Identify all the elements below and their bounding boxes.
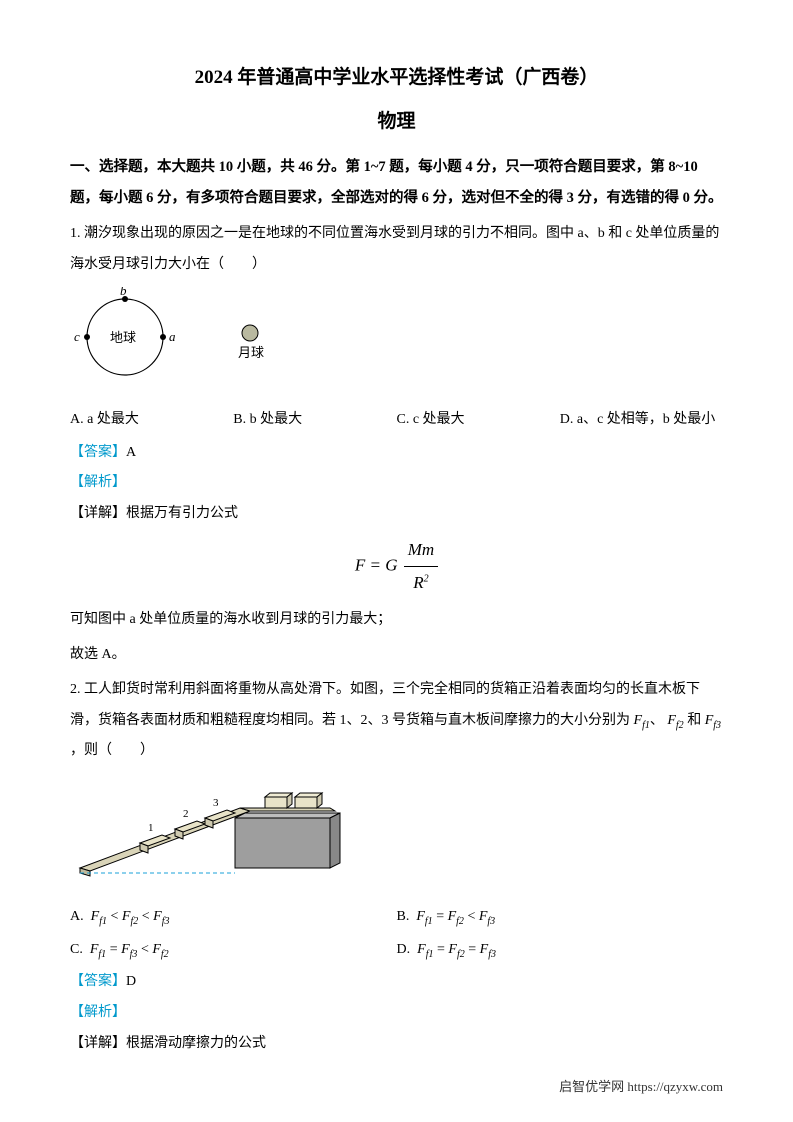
moon-label: 月球 xyxy=(238,345,264,360)
svg-text:2: 2 xyxy=(183,808,189,820)
page-footer: 启智优学网 https://qzyxw.com xyxy=(559,1075,723,1100)
base-block xyxy=(235,818,330,868)
point-c xyxy=(84,334,90,340)
q2-options-row2: C. Ff1 = Ff3 < Ff2 D. Ff1 = Ff2 = Ff3 xyxy=(70,937,723,964)
q1-answer-label: 【答案】 xyxy=(70,445,126,460)
q2-f3: Ff3 xyxy=(705,713,721,728)
q1-option-a: A. a 处最大 xyxy=(70,407,233,434)
q2-option-c: C. Ff1 = Ff3 < Ff2 xyxy=(70,937,397,964)
q2-options-row1: A. Ff1 < Ff2 < Ff3 B. Ff1 = Ff2 < Ff3 xyxy=(70,904,723,931)
earth-label: 地球 xyxy=(110,330,136,345)
q1-answer-row: 【答案】A xyxy=(70,440,723,467)
point-a xyxy=(160,334,166,340)
q2-option-a: A. Ff1 < Ff2 < Ff3 xyxy=(70,904,397,931)
q1-options: A. a 处最大 B. b 处最大 C. c 处最大 D. a、c 处相等，b … xyxy=(70,407,723,434)
box-3: 3 xyxy=(205,797,235,828)
exam-title-sub: 物理 xyxy=(70,104,723,140)
q1-analysis-label: 【解析】 xyxy=(70,470,723,497)
q2-answer-row: 【答案】D xyxy=(70,969,723,996)
svg-text:1: 1 xyxy=(148,822,154,834)
q1-option-d: D. a、c 处相等，b 处最小 xyxy=(560,407,723,434)
q1-option-b: B. b 处最大 xyxy=(233,407,396,434)
q2-f2: Ff2 xyxy=(667,713,683,728)
q2-option-b: B. Ff1 = Ff2 < Ff3 xyxy=(397,904,724,931)
q1-detail-label: 【详解】 xyxy=(70,506,126,521)
label-b: b xyxy=(120,287,127,298)
q2-text: 2. 工人卸货时常利用斜面将重物从高处滑下。如图，三个完全相同的货箱正沿着表面均… xyxy=(70,675,723,767)
q1-answer: A xyxy=(126,445,136,460)
top-box-2 xyxy=(295,793,322,808)
q2-diagram-svg: 1 2 3 xyxy=(70,773,350,883)
q1-option-c: C. c 处最大 xyxy=(397,407,560,434)
base-side xyxy=(330,813,340,868)
q1-conclusion2: 故选 A。 xyxy=(70,640,723,671)
q2-option-d: D. Ff1 = Ff2 = Ff3 xyxy=(397,937,724,964)
q2-text-part2: ，则（ ） xyxy=(70,743,154,758)
q1-formula: F = G Mm R2 xyxy=(70,534,723,600)
box-2: 2 xyxy=(175,808,205,839)
q2-f1: Ff1 xyxy=(634,713,650,728)
section-instructions: 一、选择题，本大题共 10 小题，共 46 分。第 1~7 题，每小题 4 分，… xyxy=(70,152,723,213)
q1-conclusion1: 可知图中 a 处单位质量的海水收到月球的引力最大； xyxy=(70,605,723,636)
box-1: 1 xyxy=(140,822,170,853)
q2-detail-row: 【详解】根据滑动摩擦力的公式 xyxy=(70,1031,723,1058)
svg-text:3: 3 xyxy=(213,797,219,809)
q1-detail-row: 【详解】根据万有引力公式 xyxy=(70,501,723,528)
label-a: a xyxy=(169,329,176,344)
top-box-1 xyxy=(265,793,292,808)
q2-analysis-label: 【解析】 xyxy=(70,1000,723,1027)
q2-answer-label: 【答案】 xyxy=(70,974,126,989)
base-top xyxy=(235,813,340,818)
q2-figure: 1 2 3 xyxy=(70,773,723,894)
exam-title-main: 2024 年普通高中学业水平选择性考试（广西卷） xyxy=(70,60,723,96)
q2-answer: D xyxy=(126,974,136,989)
q2-detail-label: 【详解】 xyxy=(70,1036,126,1051)
moon-circle xyxy=(242,325,258,341)
q1-figure: a b c 地球 月球 xyxy=(70,287,723,398)
label-c: c xyxy=(74,329,80,344)
q1-diagram-svg: a b c 地球 月球 xyxy=(70,287,300,387)
q2-detail-text: 根据滑动摩擦力的公式 xyxy=(126,1036,266,1051)
q2-text-part1: 2. 工人卸货时常利用斜面将重物从高处滑下。如图，三个完全相同的货箱正沿着表面均… xyxy=(70,682,700,728)
q1-detail-text: 根据万有引力公式 xyxy=(126,506,238,521)
q1-text: 1. 潮汐现象出现的原因之一是在地球的不同位置海水受到月球的引力不相同。图中 a… xyxy=(70,219,723,281)
